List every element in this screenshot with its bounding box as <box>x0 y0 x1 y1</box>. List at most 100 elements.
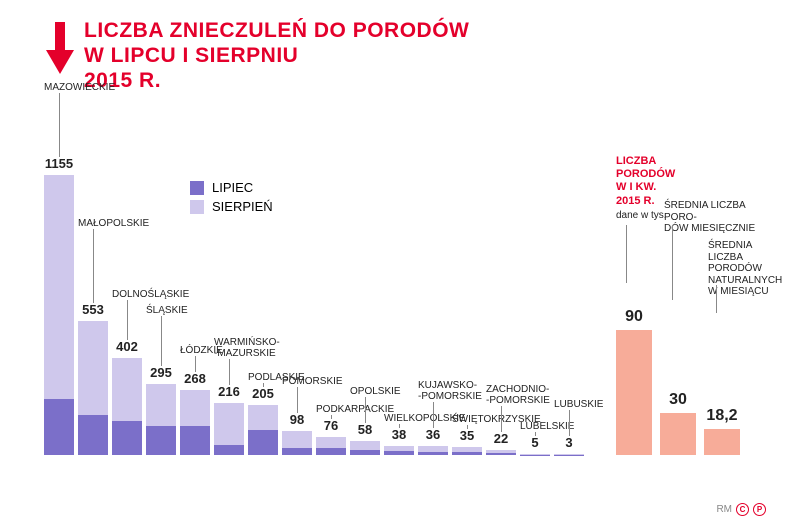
bar-stack <box>316 437 346 455</box>
title-line-1: LICZBA ZNIECZULEŃ DO PORODÓW <box>84 18 469 43</box>
bar-july <box>78 415 108 455</box>
bar-july <box>248 430 278 455</box>
region-connector <box>399 424 400 428</box>
bar-total-label: 205 <box>246 386 280 401</box>
bar-stack <box>486 450 516 455</box>
region-label: PODKARPACKIE <box>316 404 394 415</box>
region-label: WARMIŃSKO--MAZURSKIE <box>214 337 280 359</box>
side-connector-1 <box>626 225 627 283</box>
region-connector <box>331 415 332 419</box>
side-bar <box>660 413 696 455</box>
bar-july <box>418 452 448 455</box>
bar-group <box>44 175 74 455</box>
bar-group <box>112 358 142 455</box>
region-connector <box>195 356 196 372</box>
side-title-l1: LICZBA <box>616 155 675 168</box>
side-bar-value: 18,2 <box>706 407 737 425</box>
bar-july <box>452 452 482 455</box>
region-connector <box>263 383 264 387</box>
title-line-2: W LIPCU I SIERPNIU <box>84 43 469 68</box>
region-label: KUJAWSKO--POMORSKIE <box>418 380 482 402</box>
bar-total-label: 268 <box>178 371 212 386</box>
arrow-stem <box>55 22 65 52</box>
bar-group <box>282 431 312 455</box>
bar-july <box>214 445 244 455</box>
bar-total-label: 5 <box>518 435 552 450</box>
region-label: DOLNOŚLĄSKIE <box>112 289 189 300</box>
bar-total-label: 402 <box>110 339 144 354</box>
bar-august <box>350 441 380 450</box>
down-arrow-icon <box>44 18 76 78</box>
side-bar <box>704 429 740 455</box>
region-connector <box>59 93 60 157</box>
bar-group <box>214 403 244 455</box>
bar-stack <box>180 390 210 455</box>
side-connector-2 <box>672 225 673 300</box>
bar-july <box>146 426 176 455</box>
bar-august <box>316 437 346 448</box>
region-connector <box>297 387 298 413</box>
region-connector <box>161 316 162 366</box>
region-connector <box>569 410 570 436</box>
main-bar-chart: 1155MAZOWIECKIE553MAŁOPOLSKIE402DOLNOŚLĄ… <box>44 145 604 455</box>
bar-july <box>44 399 74 455</box>
bar-stack <box>44 175 74 455</box>
bar-stack <box>554 454 584 455</box>
bar-total-label: 216 <box>212 384 246 399</box>
side-label-2: ŚREDNIA LICZBA PORO-DÓW MIESIĘCZNIE <box>664 200 764 235</box>
bar-group <box>180 390 210 455</box>
side-label-3: ŚREDNIA LICZBAPORODÓWNATURALNYCHW MIESIĄ… <box>708 240 788 298</box>
bar-total-label: 76 <box>314 418 348 433</box>
side-title-l2: PORODÓW <box>616 168 675 181</box>
bar-stack <box>520 454 550 455</box>
bar-august <box>78 321 108 415</box>
bar-stack <box>452 447 482 455</box>
side-bar <box>616 330 652 455</box>
region-connector <box>127 300 128 340</box>
bar-stack <box>384 446 414 455</box>
region-label: POMORSKIE <box>282 376 343 387</box>
side-bar-value: 90 <box>625 308 643 326</box>
bar-group <box>384 446 414 455</box>
bar-august <box>282 431 312 448</box>
bar-stack <box>112 358 142 455</box>
bar-stack <box>350 441 380 455</box>
side-title-l3: W I KW. <box>616 181 675 194</box>
region-label: ŚLĄSKIE <box>146 305 188 316</box>
side-bar-chart: LICZBA PORODÓW W I KW. 2015 R. dane w ty… <box>616 155 766 455</box>
bar-total-label: 35 <box>450 428 484 443</box>
region-label: OPOLSKIE <box>350 386 401 397</box>
region-label: LUBUSKIE <box>554 399 603 410</box>
bar-july <box>486 453 516 455</box>
region-connector <box>501 406 502 432</box>
region-connector <box>467 425 468 429</box>
side-bars-area: 903018,2 <box>616 320 766 455</box>
bar-august <box>44 175 74 399</box>
bar-group <box>418 446 448 455</box>
bar-august <box>180 390 210 426</box>
bar-group <box>146 384 176 456</box>
bar-august <box>248 405 278 430</box>
bar-total-label: 3 <box>552 435 586 450</box>
side-bar-group: 30 <box>660 391 696 455</box>
bar-group <box>486 450 516 455</box>
bar-total-label: 1155 <box>42 156 76 171</box>
bar-total-label: 58 <box>348 422 382 437</box>
bar-stack <box>78 321 108 455</box>
region-label: LUBELSKIE <box>520 421 574 432</box>
bar-total-label: 36 <box>416 427 450 442</box>
bar-stack <box>214 403 244 455</box>
bar-july <box>112 421 142 455</box>
footer-c-icon: C <box>736 503 749 516</box>
bar-july <box>384 451 414 455</box>
chart-title: LICZBA ZNIECZULEŃ DO PORODÓW W LIPCU I S… <box>84 18 469 94</box>
region-connector <box>365 397 366 423</box>
region-connector <box>93 229 94 303</box>
bar-stack <box>282 431 312 455</box>
bar-august <box>214 403 244 445</box>
region-label: MAŁOPOLSKIE <box>78 218 149 229</box>
footer-rm: RM <box>716 504 732 515</box>
bar-group <box>316 437 346 455</box>
region-connector <box>535 432 536 436</box>
bar-group <box>350 441 380 455</box>
